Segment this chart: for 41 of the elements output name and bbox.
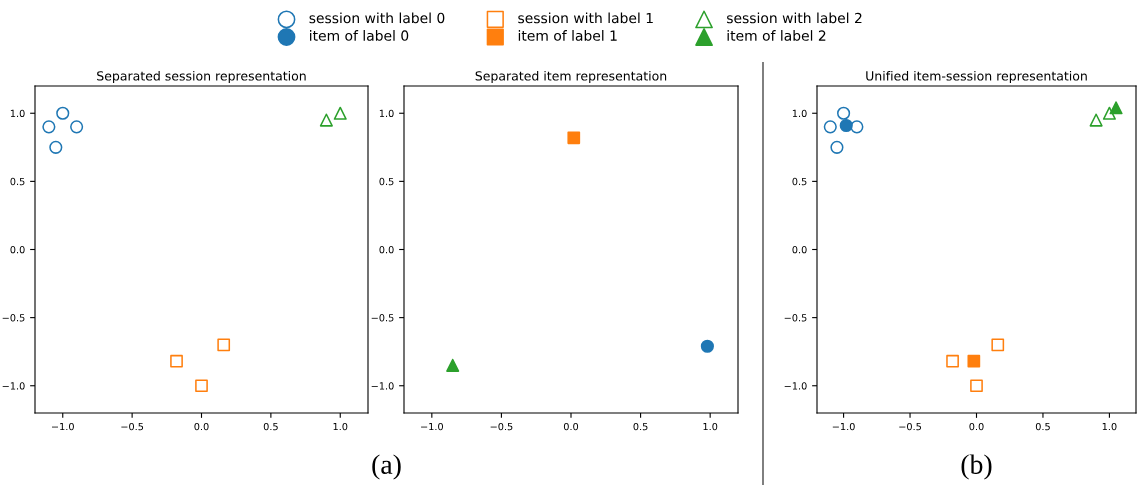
y-tick-label: −0.5 <box>371 314 394 322</box>
legend-label: item of label 2 <box>727 30 826 41</box>
chart-title: Separated item representation <box>475 70 667 84</box>
y-tick-label: −0.5 <box>784 314 807 322</box>
x-tick-label: 1.0 <box>703 422 718 431</box>
x-tick-label: 0.0 <box>969 422 984 431</box>
legend-label: item of label 0 <box>310 30 409 41</box>
chart-title: Separated session representation <box>97 70 306 84</box>
y-tick-label: 1.0 <box>792 109 807 118</box>
x-tick-label: −0.5 <box>899 422 921 431</box>
legend-label: session with label 1 <box>518 12 653 24</box>
y-tick-label: −1.0 <box>371 382 394 390</box>
y-tick-label: 0.5 <box>792 177 807 186</box>
x-tick-label: 0.0 <box>563 422 579 431</box>
legend-label: session with label 0 <box>309 12 445 24</box>
x-tick-label: −0.5 <box>121 422 144 431</box>
y-tick-label: −1.0 <box>2 382 25 390</box>
x-tick-label: 0.5 <box>633 422 648 431</box>
y-tick-label: −0.5 <box>2 314 25 322</box>
text: (b) <box>961 454 992 480</box>
chart-title: Unified item-session representation <box>866 70 1087 84</box>
legend-label: item of label 1 <box>518 30 617 41</box>
y-tick-label: 0.0 <box>10 245 25 254</box>
x-tick-label: 1.0 <box>1102 422 1117 431</box>
x-tick-label: 0.5 <box>263 422 278 431</box>
text: (a) <box>372 454 401 480</box>
x-tick-label: 0.5 <box>1035 422 1050 431</box>
y-tick-label: 0.0 <box>792 245 807 254</box>
x-tick-label: −1.0 <box>51 422 74 431</box>
x-tick-label: 1.0 <box>333 422 348 431</box>
y-tick-label: 0.5 <box>10 177 25 186</box>
x-tick-label: −0.5 <box>490 422 513 431</box>
x-tick-label: −1.0 <box>421 422 443 431</box>
y-tick-label: 0.5 <box>379 177 394 186</box>
y-tick-label: 0.0 <box>379 245 394 254</box>
legend-label: session with label 2 <box>727 12 862 24</box>
y-tick-label: 1.0 <box>379 109 394 118</box>
x-tick-label: −1.0 <box>832 422 855 431</box>
y-tick-label: −1.0 <box>784 382 807 390</box>
y-tick-label: 1.0 <box>10 109 25 118</box>
x-tick-label: 0.0 <box>194 422 209 431</box>
